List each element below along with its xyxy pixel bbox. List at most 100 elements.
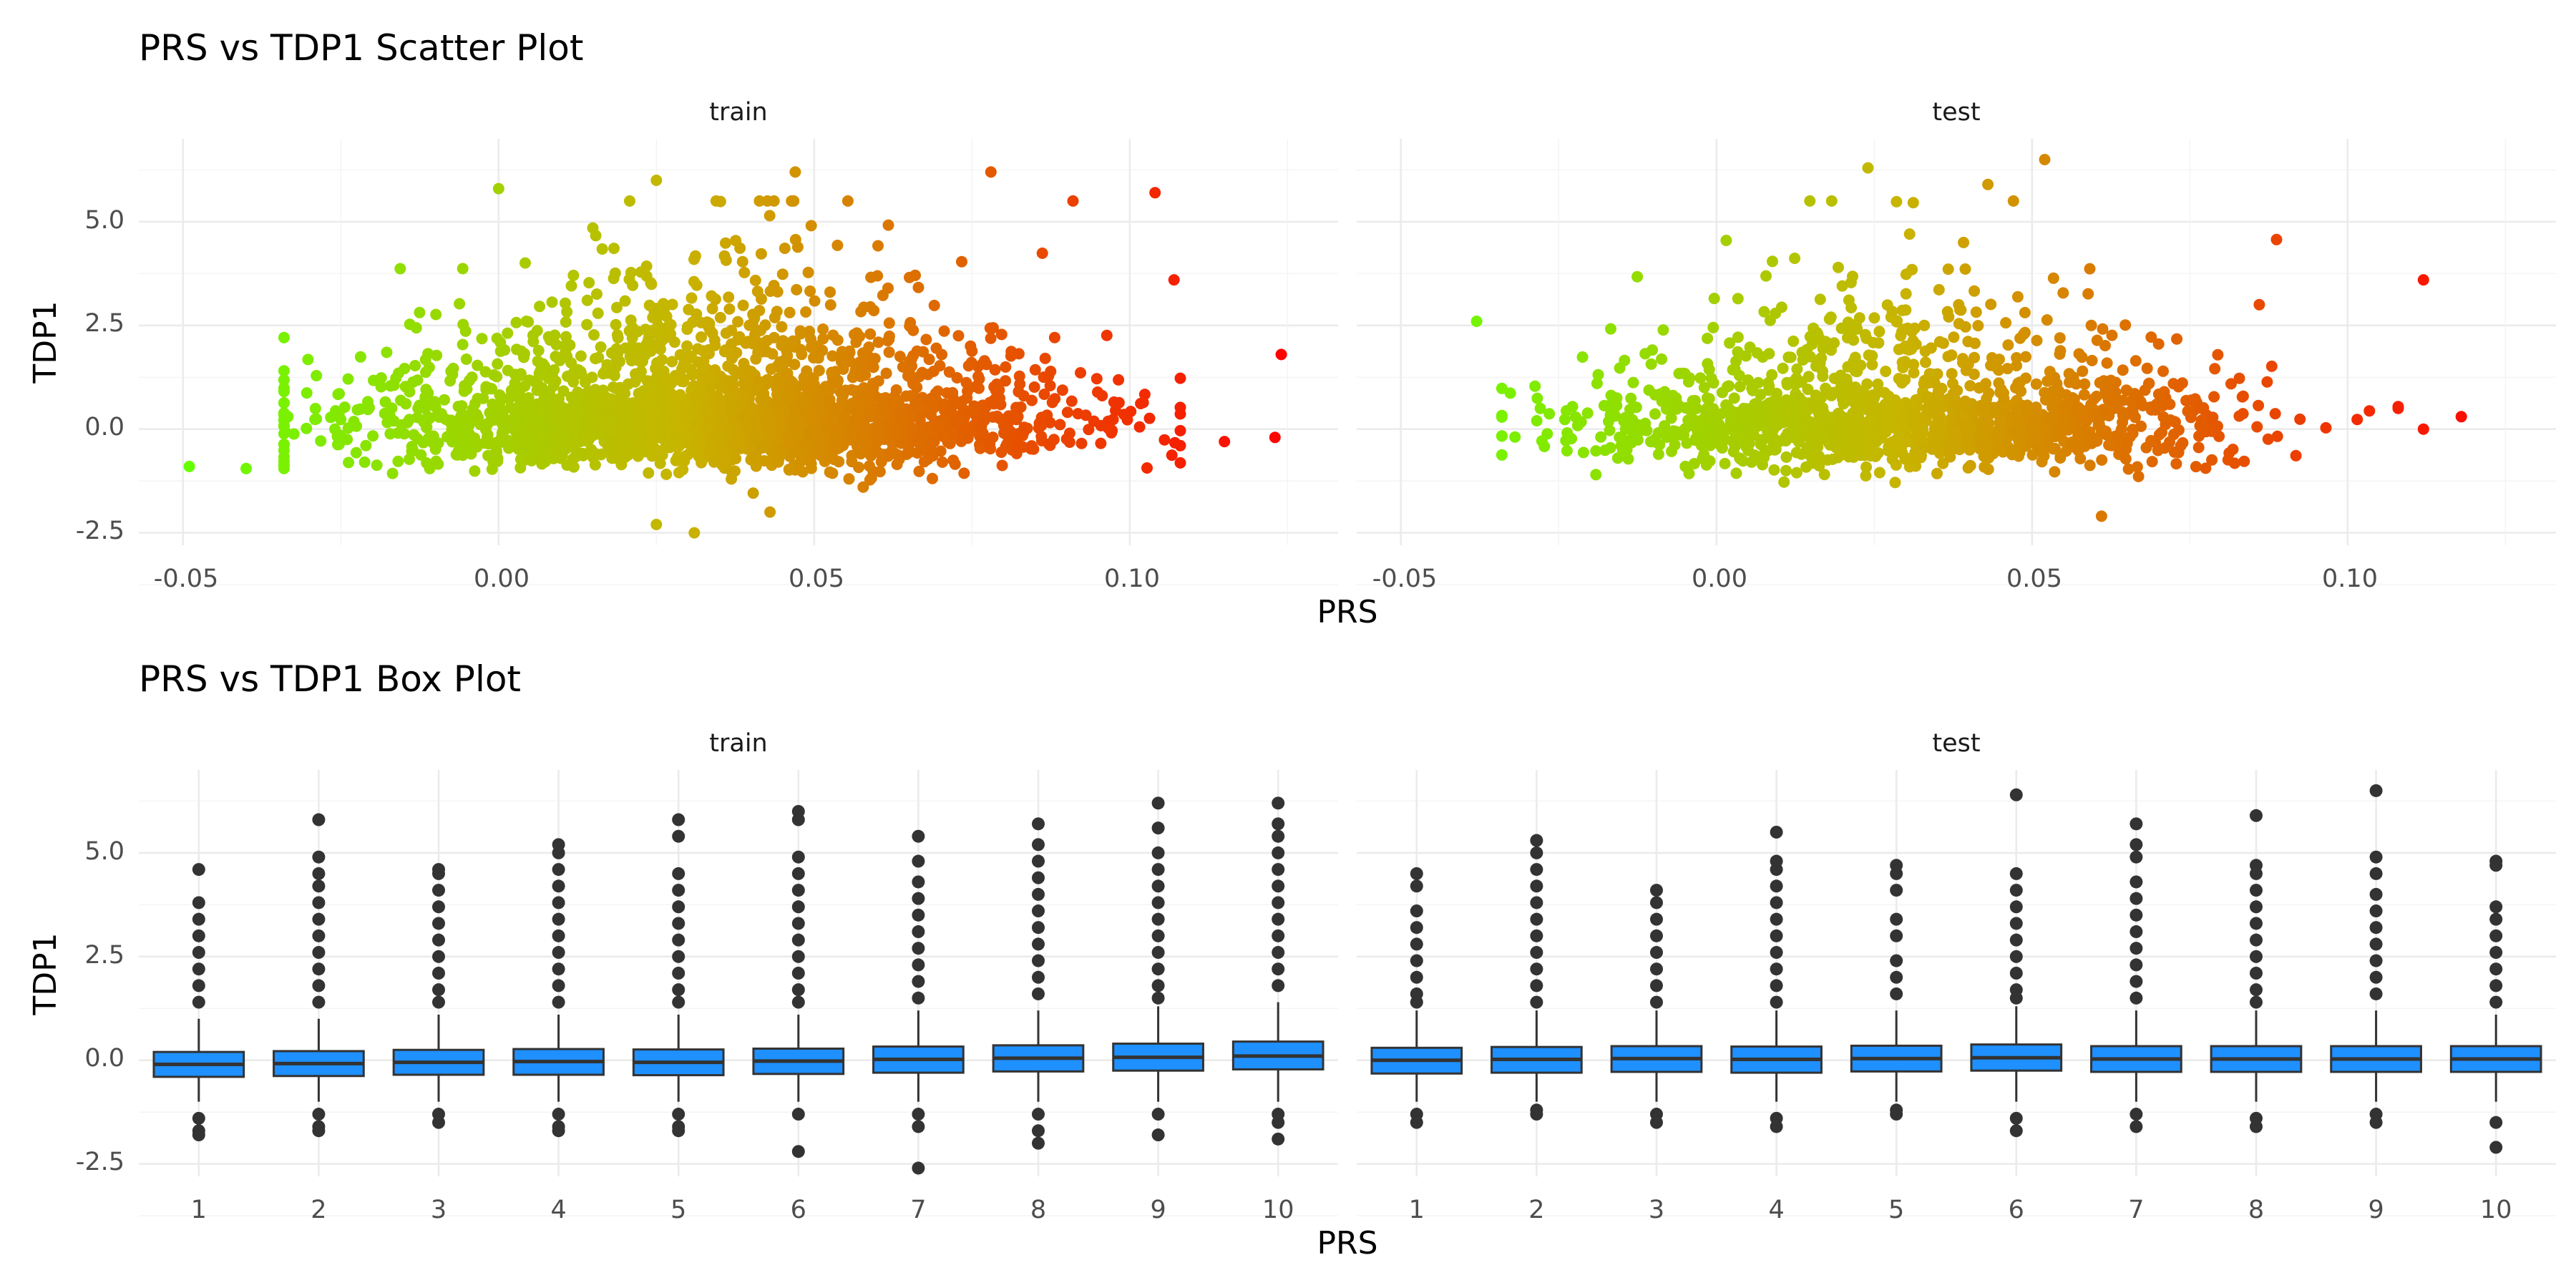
box-outlier	[672, 900, 686, 914]
scatter-point	[716, 401, 728, 414]
scatter-point	[619, 295, 631, 307]
scatter-point	[1275, 348, 1287, 361]
scatter-point	[732, 316, 744, 328]
scatter-point	[311, 370, 323, 381]
scatter-point	[1783, 402, 1795, 414]
scatter-point	[2095, 510, 2107, 522]
box-outlier	[1770, 995, 1783, 1009]
scatter-point	[386, 467, 399, 479]
scatter-point	[1599, 444, 1611, 457]
scatter-point	[886, 395, 898, 407]
scatter-point	[1219, 436, 1231, 448]
scatter-point	[1720, 235, 1732, 246]
scatter-point	[1698, 381, 1710, 394]
scatter-point	[1592, 369, 1604, 381]
scatter-point	[748, 433, 761, 445]
scatter-point	[532, 355, 544, 367]
box-test-series	[1370, 784, 2542, 1154]
box-outlier	[2009, 1111, 2023, 1125]
scatter-point	[1810, 429, 1823, 441]
scatter-point	[920, 333, 932, 346]
scatter-point	[567, 453, 579, 465]
box-outlier	[2129, 875, 2143, 889]
scatter-point	[2168, 446, 2180, 458]
scatter-point	[505, 384, 517, 396]
box-outlier	[1650, 884, 1663, 897]
scatter-point	[2067, 418, 2079, 430]
scatter-point	[882, 282, 894, 294]
scatter-point	[1598, 399, 1610, 411]
scatter-point	[664, 441, 675, 453]
box-outlier	[791, 884, 805, 897]
box-outlier	[1032, 937, 1045, 951]
box-outlier	[1272, 1116, 1285, 1129]
scatter-point	[772, 456, 784, 468]
box-outlier	[312, 912, 326, 926]
scatter-point	[588, 329, 600, 341]
scatter-point	[2145, 331, 2157, 343]
scatter-point	[431, 349, 443, 361]
box-outlier	[312, 850, 326, 864]
boxplot-7	[872, 829, 965, 1175]
scatter-point	[620, 342, 632, 354]
scatter-point	[1900, 343, 1912, 355]
scatter-point	[2351, 414, 2363, 426]
scatter-point	[2102, 403, 2114, 414]
box-outlier	[1530, 1108, 1543, 1121]
boxplot-8	[992, 817, 1085, 1150]
scatter-point	[1936, 446, 1948, 458]
scatter-point	[2212, 348, 2224, 361]
box-outlier	[552, 979, 565, 992]
scatter-x-axis-label: PRS	[1317, 594, 1377, 630]
scatter-point	[596, 243, 608, 255]
scatter-point	[1981, 419, 1994, 431]
scatter-point	[509, 411, 521, 423]
boxplot-3	[1610, 884, 1703, 1129]
scatter-point	[1901, 452, 1913, 464]
box-outlier	[1272, 829, 1285, 843]
scatter-point	[1890, 404, 1903, 416]
scatter-point	[1745, 456, 1757, 468]
scatter-point	[354, 351, 366, 363]
scatter-point	[591, 288, 602, 300]
scatter-point	[2018, 328, 2029, 341]
scatter-point	[2106, 329, 2118, 341]
scatter-point	[489, 437, 502, 449]
scatter-point	[712, 430, 724, 442]
scatter-point	[1843, 432, 1854, 444]
scatter-point	[371, 459, 383, 472]
scatter-point	[1000, 375, 1012, 387]
scatter-point	[633, 387, 645, 399]
scatter-point	[1625, 392, 1637, 404]
scatter-point	[1930, 423, 1942, 435]
box-outlier	[432, 1116, 445, 1129]
scatter-point	[631, 413, 643, 425]
scatter-point	[1771, 387, 1782, 399]
scatter-point	[841, 195, 854, 207]
scatter-point	[561, 306, 573, 318]
box-outlier	[1410, 867, 1423, 880]
box-outlier	[2489, 1116, 2503, 1129]
scatter-point	[608, 426, 620, 439]
scatter-point	[883, 317, 895, 329]
box-outlier	[1032, 904, 1045, 918]
scatter-point	[2096, 424, 2108, 436]
scatter-point	[1790, 447, 1802, 459]
scatter-point	[1933, 283, 1945, 296]
box-outlier	[1890, 987, 1903, 1000]
scatter-point	[774, 403, 786, 415]
box-title: PRS vs TDP1 Box Plot	[139, 658, 521, 700]
box-outlier	[2369, 921, 2383, 935]
scatter-point	[824, 299, 836, 311]
scatter-point	[768, 195, 780, 207]
box-outlier	[552, 946, 565, 960]
box-outlier	[312, 946, 326, 960]
scatter-point	[1868, 312, 1880, 324]
box-outlier	[1151, 879, 1165, 893]
box-outlier	[192, 896, 205, 909]
scatter-point	[996, 459, 1008, 472]
scatter-point	[709, 339, 721, 351]
scatter-point	[1942, 351, 1954, 363]
scatter-point	[2011, 404, 2023, 416]
scatter-point	[784, 379, 796, 391]
